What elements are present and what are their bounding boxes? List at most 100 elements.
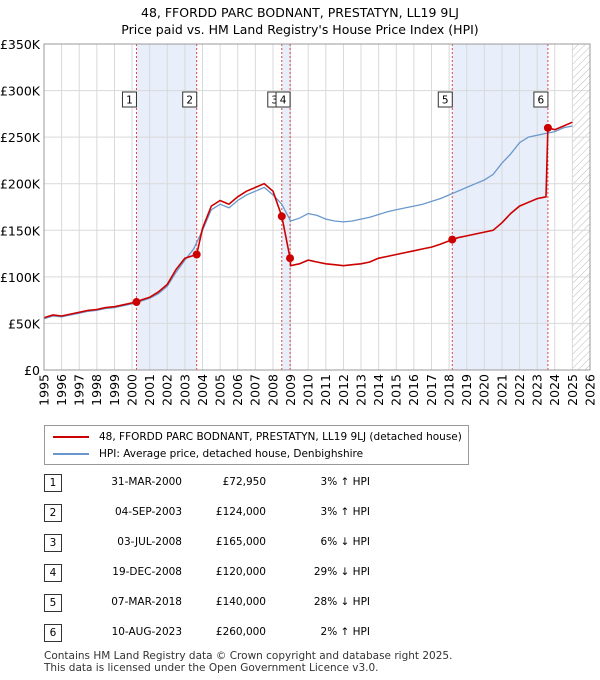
x-tick-label: 2009 [283, 374, 298, 406]
sale-hpi-change: 28% ↓ HPI [313, 596, 370, 608]
plot-border [43, 43, 591, 371]
x-tick-label: 2001 [142, 374, 157, 406]
table-row: 5 07-MAR-2018 £140,000 28% ↓ HPI [44, 594, 444, 614]
x-tick-label: 2024 [547, 374, 562, 406]
x-tick-label: 2014 [371, 374, 386, 406]
x-tick-label: 2010 [301, 374, 316, 406]
chart-title-line2: Price paid vs. HM Land Registry's House … [121, 22, 479, 37]
sale-price: £72,950 [222, 476, 266, 488]
sale-point [543, 123, 552, 132]
chart-title: 48, FFORDD PARC BODNANT, PRESTATYN, LL19… [0, 4, 600, 38]
x-tick-label: 2015 [389, 374, 404, 406]
sale-date: 10-AUG-2023 [111, 626, 182, 638]
y-tick-label: £0 [24, 363, 40, 378]
y-tick-label: £200K [0, 177, 41, 192]
x-tick-label: 2012 [336, 374, 351, 406]
sale-number: 3 [44, 534, 62, 552]
x-tick-label: 2023 [530, 374, 545, 406]
sale-price: £165,000 [215, 536, 266, 548]
x-tick-label: 2007 [248, 374, 263, 406]
sale-number: 1 [44, 474, 62, 492]
legend-swatch-property [53, 436, 89, 438]
sale-number-label: 3 [271, 95, 278, 107]
x-tick-label: 2021 [494, 374, 509, 406]
x-tick-label: 1999 [107, 374, 122, 406]
y-tick-label: £250K [0, 130, 41, 145]
sale-hpi-change: 2% ↑ HPI [320, 626, 370, 638]
sale-point [192, 250, 201, 259]
sale-number-label: 4 [280, 95, 287, 107]
sale-price: £124,000 [215, 506, 266, 518]
y-tick-label: £300K [0, 84, 41, 99]
x-tick-label: 2003 [177, 374, 192, 406]
x-tick-label: 2020 [477, 374, 492, 406]
sale-point [286, 254, 295, 263]
y-tick-label: £50K [8, 316, 41, 331]
legend-item-hpi: HPI: Average price, detached house, Denb… [53, 448, 363, 460]
x-tick-label: 2016 [406, 374, 421, 406]
sale-number-box [437, 91, 453, 108]
sale-price: £120,000 [215, 566, 266, 578]
sale-date: 31-MAR-2000 [111, 476, 182, 488]
legend-swatch-hpi [53, 453, 89, 455]
footer-line1: Contains HM Land Registry data © Crown c… [44, 650, 453, 662]
table-row: 1 31-MAR-2000 £72,950 3% ↑ HPI [44, 474, 444, 494]
sale-number-label: 6 [538, 95, 545, 107]
x-tick-label: 2022 [512, 374, 527, 406]
sale-hpi-change: 29% ↓ HPI [313, 566, 370, 578]
y-tick-label: £150K [0, 223, 41, 238]
hpi-series-line [43, 125, 573, 320]
sale-price: £260,000 [215, 626, 266, 638]
sale-number: 4 [44, 564, 62, 582]
sale-number-box [533, 91, 549, 108]
sale-hpi-change: 3% ↑ HPI [320, 476, 370, 488]
table-row: 6 10-AUG-2023 £260,000 2% ↑ HPI [44, 624, 444, 644]
table-row: 2 04-SEP-2003 £124,000 3% ↑ HPI [44, 504, 444, 524]
legend-label-property: 48, FFORDD PARC BODNANT, PRESTATYN, LL19… [99, 431, 462, 443]
x-tick-label: 2005 [213, 374, 228, 406]
sale-number-box [182, 91, 198, 108]
x-tick-label: 2017 [424, 374, 439, 406]
legend-item-property: 48, FFORDD PARC BODNANT, PRESTATYN, LL19… [53, 431, 462, 443]
sale-hpi-change: 3% ↑ HPI [320, 506, 370, 518]
price-chart: £0 £50K £100K £150K £200K £250K £300K £350K 1995… [0, 37, 597, 406]
sale-number: 2 [44, 504, 62, 522]
sale-hpi-change: 6% ↓ HPI [320, 536, 370, 548]
x-tick-label: 2013 [353, 374, 368, 406]
shaded-band [281, 44, 291, 370]
sale-date: 03-JUL-2008 [117, 536, 182, 548]
sale-price: £140,000 [215, 596, 266, 608]
sale-number: 6 [44, 624, 62, 642]
table-row: 3 03-JUL-2008 £165,000 6% ↓ HPI [44, 534, 444, 554]
chart-legend: 48, FFORDD PARC BODNANT, PRESTATYN, LL19… [44, 425, 469, 465]
legend-label-hpi: HPI: Average price, detached house, Denb… [99, 448, 364, 460]
x-tick-label: 2000 [124, 374, 139, 406]
sale-number-box [275, 91, 291, 108]
sale-number-label: 2 [186, 95, 193, 107]
x-tick-label: 2018 [441, 374, 456, 406]
x-tick-label: 2026 [582, 374, 597, 406]
sale-number-label: 5 [442, 95, 449, 107]
x-tick-label: 2004 [195, 374, 210, 406]
x-tick-label: 2006 [230, 374, 245, 406]
sale-number: 5 [44, 594, 62, 612]
sale-point [277, 212, 286, 221]
sale-number-label: 1 [126, 95, 133, 107]
sale-date: 19-DEC-2008 [112, 566, 182, 578]
x-tick-label: 2025 [565, 374, 580, 406]
sale-point [132, 298, 141, 307]
sale-number-box [121, 91, 137, 108]
future-hatch-area [572, 44, 590, 370]
x-tick-label: 1998 [89, 374, 104, 406]
shaded-band [452, 44, 548, 370]
sale-date: 04-SEP-2003 [114, 506, 182, 518]
x-tick-label: 2008 [265, 374, 280, 406]
sale-date: 07-MAR-2018 [111, 596, 182, 608]
y-tick-label: £100K [0, 270, 41, 285]
x-tick-label: 1995 [36, 374, 51, 406]
table-row: 4 19-DEC-2008 £120,000 29% ↓ HPI [44, 564, 444, 584]
footer: Contains HM Land Registry data © Crown c… [44, 650, 452, 674]
x-tick-label: 2019 [459, 374, 474, 406]
x-tick-label: 1996 [54, 374, 69, 406]
footer-line2: This data is licensed under the Open Gov… [44, 662, 379, 674]
